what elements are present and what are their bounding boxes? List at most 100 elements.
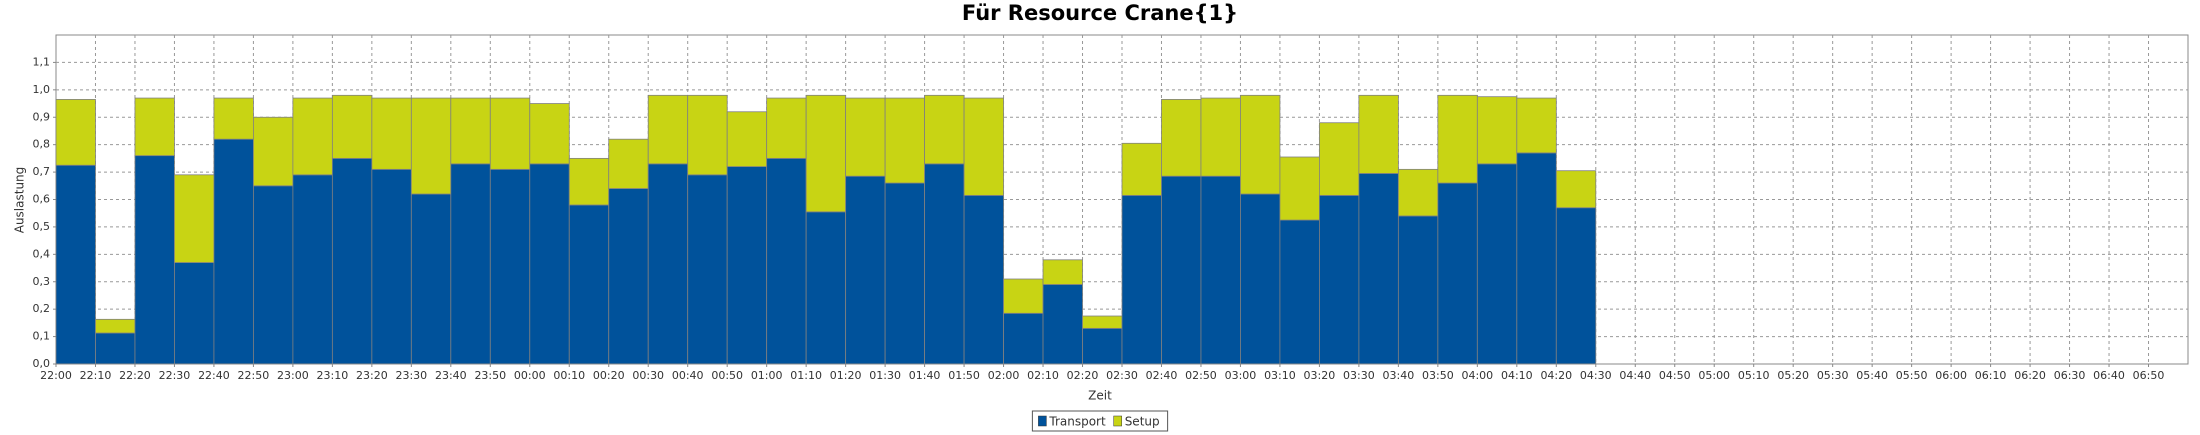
y-tick-label: 0,1: [33, 330, 51, 343]
x-tick-label: 03:30: [1343, 369, 1375, 382]
bar-segment: [845, 175, 886, 365]
bar-segment: [608, 188, 649, 365]
bar-segment: [331, 157, 373, 365]
bar-segment: [1437, 182, 1478, 365]
x-tick-label: 01:50: [948, 369, 980, 382]
bar-segment: [687, 94, 728, 176]
x-tick-label: 03:40: [1383, 369, 1415, 382]
x-tick-label: 03:10: [1264, 369, 1296, 382]
bar-segment: [174, 262, 215, 365]
x-tick-label: 04:00: [1461, 369, 1493, 382]
x-tick-label: 05:20: [1777, 369, 1809, 382]
bar-segment: [1516, 97, 1557, 154]
bar-segment: [1319, 122, 1360, 196]
bar-segment: [805, 94, 847, 213]
x-tick-label: 23:50: [474, 369, 506, 382]
bar-segment: [1358, 94, 1399, 174]
bar-segment: [1555, 170, 1597, 209]
y-tick-label: 0,5: [33, 220, 51, 233]
y-tick-label: 1,0: [33, 83, 51, 96]
y-tick-label: 0,9: [33, 110, 51, 123]
bar-segment: [1161, 99, 1202, 177]
bar-segment: [134, 97, 175, 157]
x-tick-label: 06:10: [1975, 369, 2007, 382]
x-tick-label: 03:50: [1422, 369, 1454, 382]
bar-segment: [1161, 175, 1202, 365]
bar-segment: [647, 94, 689, 165]
legend-box: [1031, 410, 1169, 432]
x-tick-label: 05:50: [1896, 369, 1928, 382]
bar-segment: [726, 166, 768, 365]
bar-segment: [1319, 194, 1360, 365]
bar-segment: [134, 155, 175, 365]
bar-segment: [1082, 327, 1123, 365]
x-tick-label: 22:40: [198, 369, 230, 382]
x-tick-label: 04:30: [1580, 369, 1612, 382]
bar-segment: [1279, 219, 1320, 365]
x-tick-label: 23:00: [277, 369, 309, 382]
bar-segment: [963, 97, 1004, 196]
bar-segment: [1279, 156, 1320, 221]
bar-segment: [884, 97, 925, 184]
legend-label: Transport: [1048, 415, 1106, 429]
y-tick-label: 0,4: [33, 247, 51, 260]
x-tick-label: 01:20: [830, 369, 862, 382]
bar-segment: [766, 157, 807, 365]
x-tick-label: 00:30: [632, 369, 664, 382]
bar-segment: [410, 193, 452, 365]
bar-segment: [1555, 207, 1597, 365]
bar-segment: [726, 111, 768, 168]
bar-segment: [331, 94, 373, 159]
bar-segment: [1082, 315, 1123, 329]
x-tick-label: 02:10: [1027, 369, 1059, 382]
x-tick-label: 02:30: [1106, 369, 1138, 382]
bar-segment: [1358, 173, 1399, 365]
y-axis-label: Auslastung: [13, 167, 27, 234]
bar-segment: [55, 99, 96, 166]
bar-segment: [568, 204, 610, 365]
bar-segment: [1042, 259, 1083, 285]
bar-segment: [489, 97, 531, 170]
x-tick-label: 05:30: [1817, 369, 1849, 382]
x-tick-label: 22:50: [238, 369, 270, 382]
x-tick-label: 06:40: [2093, 369, 2125, 382]
chart-title: Für Resource Crane{1}: [962, 1, 1238, 25]
bar-segment: [568, 157, 610, 206]
bar-segment: [213, 97, 254, 140]
y-tick-label: 0,0: [33, 357, 51, 370]
x-tick-label: 01:40: [909, 369, 941, 382]
x-tick-label: 00:50: [711, 369, 743, 382]
x-tick-label: 02:00: [988, 369, 1020, 382]
x-tick-label: 00:40: [672, 369, 704, 382]
legend-swatch: [1038, 415, 1047, 427]
x-tick-label: 05:00: [1698, 369, 1730, 382]
bar-segment: [924, 94, 965, 165]
bar-segment: [55, 164, 96, 365]
bar-segment: [1003, 278, 1044, 314]
y-tick-label: 0,3: [33, 275, 51, 288]
bar-segment: [529, 163, 570, 365]
x-tick-label: 22:00: [40, 369, 72, 382]
bar-segment: [1200, 175, 1241, 365]
x-tick-label: 04:40: [1619, 369, 1651, 382]
bar-segment: [371, 168, 412, 365]
x-axis-label: Zeit: [1088, 389, 1112, 403]
x-tick-label: 23:40: [435, 369, 467, 382]
legend-label: Setup: [1125, 415, 1160, 429]
bar-segment: [529, 103, 570, 165]
bar-segment: [95, 318, 136, 334]
y-tick-label: 0,7: [33, 165, 51, 178]
bar-segment: [174, 174, 215, 263]
x-tick-label: 23:30: [395, 369, 427, 382]
bar-segment: [1397, 215, 1439, 365]
bar-segment: [213, 138, 254, 365]
x-tick-label: 05:10: [1738, 369, 1770, 382]
bar-segment: [608, 138, 649, 189]
bar-segment: [1476, 96, 1518, 165]
bar-segment: [845, 97, 886, 177]
bar-segment: [766, 97, 807, 159]
x-tick-label: 01:10: [790, 369, 822, 382]
x-tick-label: 03:00: [1225, 369, 1257, 382]
x-tick-label: 06:30: [2054, 369, 2086, 382]
